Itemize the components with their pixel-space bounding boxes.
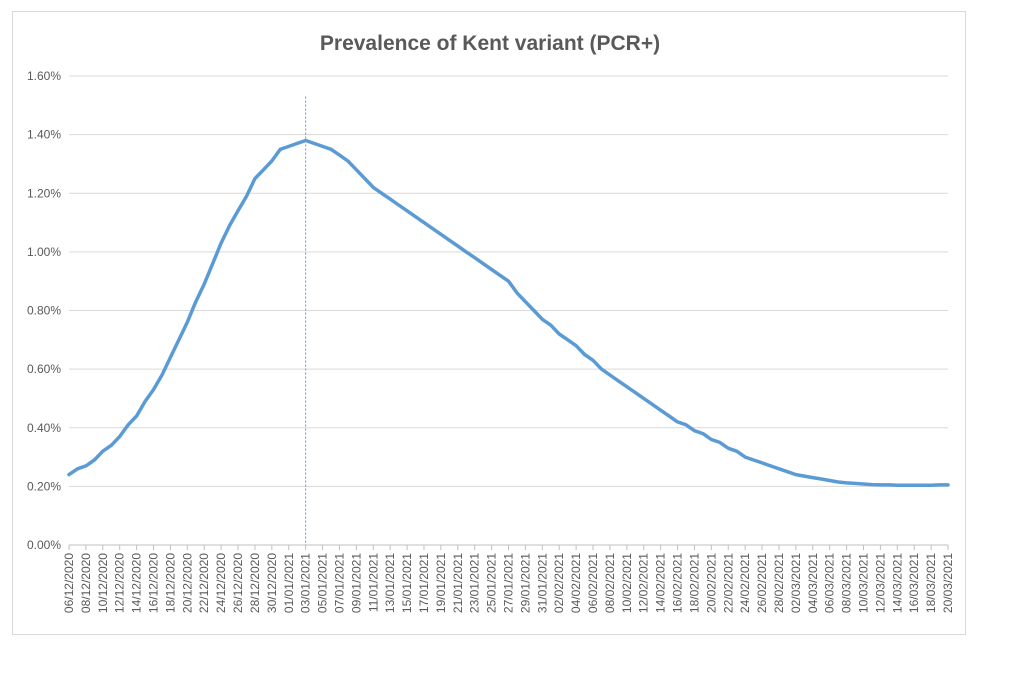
x-tick-label: 14/03/2021 — [890, 553, 904, 613]
x-tick-label: 19/01/2021 — [434, 553, 448, 613]
x-tick-label: 22/02/2021 — [721, 553, 735, 613]
y-tick-label: 0.40% — [27, 421, 61, 435]
x-tick-label: 30/12/2020 — [265, 553, 279, 613]
x-tick-label: 18/12/2020 — [163, 553, 177, 613]
x-tick-label: 24/02/2021 — [738, 553, 752, 613]
x-tick-label: 02/02/2021 — [552, 553, 566, 613]
chart-area: Prevalence of Kent variant (PCR+) 0.00% 0… — [12, 11, 966, 635]
x-tick-label: 27/01/2021 — [502, 553, 516, 613]
x-tick-label: 20/03/2021 — [941, 553, 955, 613]
x-tick-label: 09/01/2021 — [349, 553, 363, 613]
x-tick-label: 12/12/2020 — [113, 553, 127, 613]
x-tick-label: 10/03/2021 — [856, 553, 870, 613]
x-tick-label: 15/01/2021 — [400, 553, 414, 613]
x-tick-label: 14/12/2020 — [130, 553, 144, 613]
y-tick-label: 1.20% — [27, 186, 61, 200]
y-axis-ticks: 0.00% 0.20% 0.40% 0.60% 0.80% 1.00% 1.20% 1.40%… — [27, 69, 61, 552]
x-tick-label: 06/03/2021 — [823, 553, 837, 613]
x-tick-label: 16/12/2020 — [147, 553, 161, 613]
y-tick-label: 1.60% — [27, 69, 61, 83]
x-tick-label: 07/01/2021 — [332, 553, 346, 613]
x-tick-label: 01/01/2021 — [282, 553, 296, 613]
x-tick-label: 08/02/2021 — [603, 553, 617, 613]
x-tick-label: 26/12/2020 — [231, 553, 245, 613]
series-line — [67, 138, 950, 487]
series-group — [67, 138, 950, 487]
x-tick-label: 20/12/2020 — [180, 553, 194, 613]
x-tick-label: 10/02/2021 — [620, 553, 634, 613]
x-tick-label: 28/12/2020 — [248, 553, 262, 613]
x-tick-label: 26/02/2021 — [755, 553, 769, 613]
x-tick-label: 21/01/2021 — [451, 553, 465, 613]
x-tick-label: 14/02/2021 — [654, 553, 668, 613]
line-chart: Prevalence of Kent variant (PCR+) 0.00%0… — [27, 32, 955, 613]
x-tick-label: 04/02/2021 — [569, 553, 583, 613]
x-tick-label: 06/12/2020 — [62, 553, 76, 613]
x-tick-label: 28/02/2021 — [772, 553, 786, 613]
x-axis: 06/12/2020 08/12/2020 10/12/2020 12/12/2020… — [62, 544, 955, 613]
y-tick-label: 0.60% — [27, 362, 61, 376]
x-tick-label: 18/03/2021 — [924, 553, 938, 613]
x-tick-label: 31/01/2021 — [535, 553, 549, 613]
x-tick-label: 24/12/2020 — [214, 553, 228, 613]
x-tick-label: 25/01/2021 — [485, 553, 499, 613]
x-tick-label: 22/12/2020 — [197, 553, 211, 613]
x-tick-label: 18/02/2021 — [687, 553, 701, 613]
y-tick-label: 1.00% — [27, 245, 61, 259]
x-tick-label: 29/01/2021 — [518, 553, 532, 613]
x-tick-label: 11/01/2021 — [366, 553, 380, 612]
x-tick-label: 10/12/2020 — [96, 553, 110, 613]
x-tick-label: 12/02/2021 — [637, 553, 651, 613]
x-tick-label: 06/02/2021 — [586, 553, 600, 613]
x-tick-label: 20/02/2021 — [704, 553, 718, 613]
y-tick-label: 0.20% — [27, 479, 61, 493]
gridlines — [69, 75, 948, 487]
x-tick-label: 04/03/2021 — [806, 553, 820, 613]
x-tick-label: 05/01/2021 — [316, 553, 330, 613]
y-tick-label: 0.00% — [27, 538, 61, 552]
x-tick-label: 12/03/2021 — [873, 553, 887, 613]
x-tick-label: 16/03/2021 — [907, 553, 921, 613]
y-tick-label: 1.40% — [27, 128, 61, 142]
chart-title: Prevalence of Kent variant (PCR+) — [320, 32, 660, 55]
x-tick-label: 17/01/2021 — [417, 553, 431, 613]
x-tick-label: 03/01/2021 — [299, 553, 313, 613]
x-tick-label: 08/12/2020 — [79, 553, 93, 613]
x-tick-label: 08/03/2021 — [840, 553, 854, 613]
x-tick-label: 23/01/2021 — [468, 553, 482, 613]
x-tick-label: 13/01/2021 — [383, 553, 397, 613]
x-tick-label: 02/03/2021 — [789, 553, 803, 613]
y-tick-label: 0.80% — [27, 304, 61, 318]
x-tick-label: 16/02/2021 — [671, 553, 685, 613]
